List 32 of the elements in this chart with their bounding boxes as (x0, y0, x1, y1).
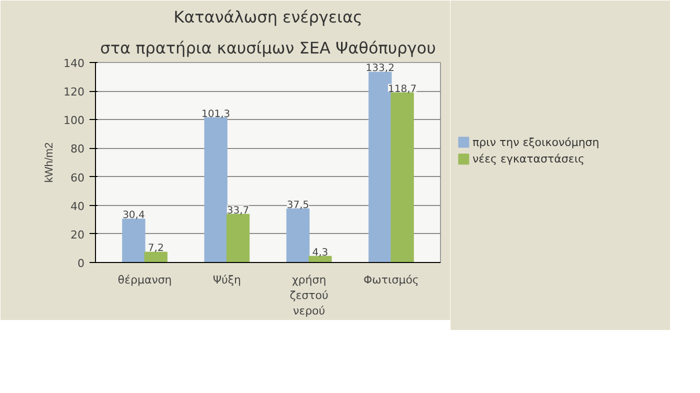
x-tick-label: θέρμανση (118, 274, 172, 286)
y-tick-label: 120 (64, 86, 85, 99)
bar (122, 218, 146, 262)
x-tick-label: Φωτισμός (364, 274, 419, 286)
legend-label: νέες εγκαταστάσεις (472, 152, 584, 166)
text: 37,5 (286, 200, 310, 211)
y-tick-label: 140 (64, 57, 85, 70)
bar (226, 214, 250, 262)
text: 4,3 (312, 247, 328, 258)
bar (144, 252, 168, 262)
chart-title: Κατανάλωση ενέργειας (174, 8, 362, 26)
bar (308, 256, 332, 262)
y-tick-label: 0 (78, 257, 84, 270)
text: 101,3 (202, 108, 230, 120)
text: 30,4 (122, 210, 145, 222)
legend-label: πριν την εξοικονόμηση (472, 136, 600, 149)
bar (286, 208, 310, 262)
y-axis-title: kWh/m2 (44, 142, 56, 183)
x-tick-label: χρήση ζεστού νερού (290, 274, 328, 318)
text: 118,7 (388, 84, 417, 95)
y-tick-label: 100 (64, 114, 85, 128)
y-tick-label: 80 (70, 142, 85, 156)
y-tick-label: 40 (70, 200, 85, 213)
y-tick-label: 60 (70, 171, 85, 184)
chart-subtitle: στα πρατήρια καυσίμων ΣΕΑ Ψαθόπυργου (100, 38, 436, 58)
text: 133,2 (366, 63, 394, 74)
bar (390, 92, 414, 262)
y-tick-label: 20 (70, 228, 85, 242)
text: 7,2 (148, 243, 164, 254)
text: 33,7 (226, 205, 250, 216)
bar (204, 117, 228, 262)
x-tick-label: Ψύξη (212, 274, 242, 286)
